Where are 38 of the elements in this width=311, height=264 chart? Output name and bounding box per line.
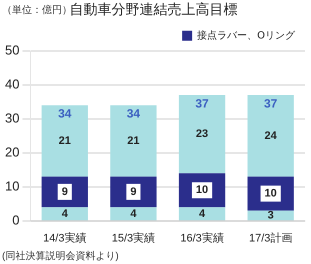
data-label: 4 [198,208,206,220]
data-label: 4 [62,208,69,220]
data-label: 23 [196,128,208,140]
data-label: 9 [130,186,136,198]
data-label: 21 [127,134,140,147]
data-label: 24 [264,130,278,142]
y-tick-label: 30 [4,110,20,126]
bar [178,95,226,174]
data-label: 3 [268,209,274,222]
total-label: 37 [195,96,210,110]
legend-label: 接点ラバー、Oリング [197,29,296,42]
data-label: 21 [58,134,71,147]
text: （単位：億円） [2,4,72,16]
bar [178,207,226,220]
y-tick-label: 10 [4,178,20,194]
total-label: 34 [58,106,72,121]
y-tick-label: 20 [4,144,20,160]
y-tick-label: 40 [4,76,20,92]
y-tick-label: 0 [12,212,20,228]
bar [110,207,157,220]
text: (同社決算説明会資料より) [2,250,119,262]
bar [110,105,157,177]
y-tick-label: 50 [4,42,20,58]
bar [248,95,294,177]
x-tick-label: 16/3実績 [180,231,224,244]
data-label: 4 [130,208,138,220]
x-tick-label: 15/3実績 [112,231,156,244]
bar [42,105,88,177]
data-label: 10 [264,188,277,200]
chart-title: 自動車分野連結売上高目標 [70,2,238,18]
total-label: 37 [264,96,278,110]
x-tick-label: 14/3実績 [43,231,86,244]
bar [42,207,88,220]
data-label: 9 [62,186,68,198]
data-label: 10 [196,184,208,196]
bar [248,210,294,220]
x-tick-label: 17/3計画 [248,231,292,244]
total-label: 34 [126,106,140,121]
